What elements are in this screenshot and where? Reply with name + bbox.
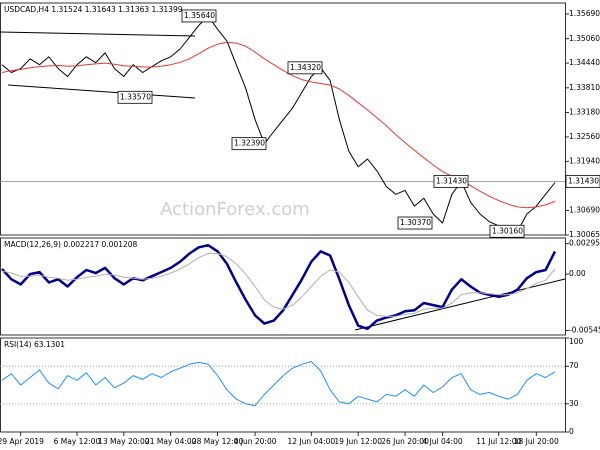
annotation-label: 1.32390 [234, 139, 265, 148]
channel-line [7, 84, 196, 99]
watermark: ActionForex.com [160, 199, 310, 220]
panel [0, 337, 566, 433]
y-tick-label: 0 [569, 427, 574, 436]
annotation-box [231, 137, 267, 151]
y-tick-label: 1.30690 [569, 205, 600, 214]
y-tick-label: 100 [569, 337, 584, 346]
x-tick-label: 18 Jul 20:00 [514, 437, 559, 446]
y-tick-label: 70 [569, 361, 579, 370]
series-line [1, 361, 556, 407]
x-tick-label: 28 May 12:00 [192, 437, 244, 446]
y-tick-label: 1.33180 [569, 108, 600, 117]
x-tick-label: 13 May 20:00 [98, 437, 150, 446]
x-tick-label: 6 May 12:00 [54, 437, 101, 446]
x-tick-label: 19 Jun 12:00 [334, 437, 382, 446]
y-tick-label: 1.31940 [569, 156, 600, 165]
price-label: 1.31430 [568, 176, 599, 185]
panel-title: USDCAD,H4 1.31524 1.31643 1.31363 1.3139… [4, 5, 183, 14]
x-tick-label: 4 Jun 20:00 [234, 437, 277, 446]
x-tick-label: 11 Jul 12:00 [476, 437, 521, 446]
panel-title: MACD(12,26,9) 0.002217 0.001208 [4, 240, 138, 249]
y-tick-label: 1.35060 [569, 34, 600, 43]
annotation-label: 1.35640 [184, 11, 215, 20]
y-tick-label: -0.005455 [569, 325, 600, 334]
x-tick-label: 4 Jul 04:00 [422, 437, 462, 446]
y-tick-label: 1.32560 [569, 132, 600, 141]
y-tick-label: 1.30065 [569, 230, 600, 239]
y-tick-label: 0.00295 [569, 239, 600, 248]
panel [0, 237, 566, 336]
y-tick-label: 1.35690 [569, 9, 600, 18]
annotation-box [181, 9, 217, 23]
x-tick-label: 29 Apr 2019 [0, 437, 44, 446]
y-tick-label: 1.34440 [569, 58, 600, 67]
annotation-box [489, 224, 525, 238]
price-box [565, 174, 600, 188]
annotation-box [433, 174, 469, 188]
annotation-label: 1.33570 [120, 92, 151, 101]
annotation-label: 1.30370 [400, 218, 431, 227]
trend-line [354, 278, 566, 331]
annotation-box [287, 61, 323, 75]
annotation-label: 1.30160 [492, 226, 523, 235]
channel-line [0, 31, 196, 37]
x-tick-label: 26 Jun 20:00 [381, 437, 429, 446]
y-tick-label: 30 [569, 399, 579, 408]
annotation-box [397, 216, 433, 230]
annotation-label: 1.34320 [290, 63, 321, 72]
x-tick-label: 21 May 04:00 [145, 437, 197, 446]
panel-title: RSI(14) 63.1301 [4, 340, 65, 349]
series-line [1, 243, 557, 331]
y-tick-label: 1.33810 [569, 83, 600, 92]
x-tick-label: 12 Jun 04:00 [287, 437, 335, 446]
annotation-label: 1.31430 [436, 176, 467, 185]
series-line [1, 253, 556, 317]
panel [0, 2, 566, 236]
annotation-box [117, 90, 153, 104]
y-tick-label: 0.00 [569, 269, 586, 278]
